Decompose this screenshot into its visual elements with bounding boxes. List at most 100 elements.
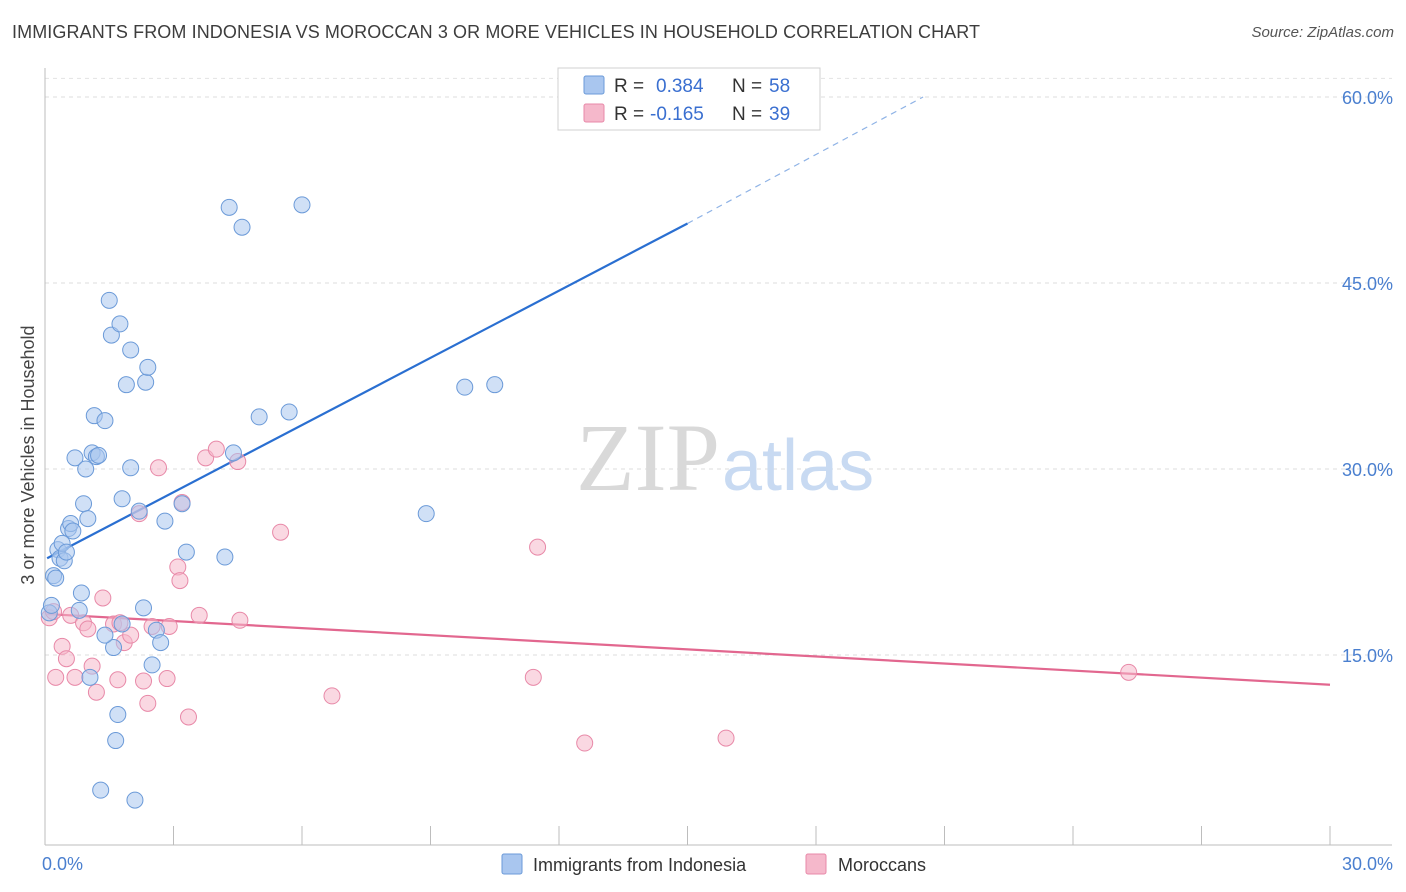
series-swatch-moroccan [805, 853, 827, 875]
point-indonesia [105, 639, 123, 657]
point-indonesia [90, 446, 108, 464]
point-indonesia [122, 459, 140, 477]
y-tick-label: 30.0% [1342, 460, 1393, 480]
point-indonesia [280, 403, 298, 421]
trend-line-indonesia-extension [687, 96, 924, 225]
gridlines [45, 77, 1392, 656]
y-tick-label: 15.0% [1342, 646, 1393, 666]
legend-n-label-moroccan: N = [732, 104, 762, 125]
series-swatch-indonesia [501, 853, 523, 875]
legend-n-value-moroccan: 39 [769, 104, 790, 125]
point-moroccan [79, 620, 97, 638]
point-indonesia [92, 781, 110, 799]
point-indonesia [224, 444, 242, 462]
tick-labels: 15.0% 30.0% 45.0% 60.0% 0.0% 30.0% [42, 88, 1393, 874]
x-tick-label-max: 30.0% [1342, 854, 1393, 874]
legend-n-label-indonesia: N = [732, 76, 762, 97]
x-tick-label-min: 0.0% [42, 854, 83, 874]
point-moroccan [323, 687, 341, 705]
point-moroccan [272, 523, 290, 541]
legend-r-value-indonesia: 0.384 [656, 76, 704, 97]
chart-title: IMMIGRANTS FROM INDONESIA VS MOROCCAN 3 … [12, 22, 981, 42]
point-moroccan [94, 589, 112, 607]
point-indonesia [77, 460, 95, 478]
point-indonesia [64, 522, 82, 540]
point-moroccan [524, 668, 542, 686]
point-moroccan [529, 538, 547, 556]
point-indonesia [216, 548, 234, 566]
point-indonesia [96, 626, 114, 644]
point-indonesia [250, 408, 268, 426]
watermark-atlas: atlas [722, 426, 874, 506]
point-indonesia [293, 196, 311, 214]
point-indonesia [100, 291, 118, 309]
point-indonesia [135, 599, 153, 617]
point-indonesia [70, 601, 88, 619]
point-indonesia [75, 495, 93, 513]
y-axis-label: 3 or more Vehicles in Household [18, 325, 38, 584]
point-indonesia [109, 706, 127, 724]
watermark: ZIP atlas [576, 404, 874, 511]
point-moroccan [207, 440, 225, 458]
point-indonesia [417, 505, 435, 523]
point-moroccan [109, 671, 127, 689]
point-moroccan [150, 459, 168, 477]
trend-lines [46, 96, 1331, 686]
point-moroccan [66, 668, 84, 686]
legend-r-label-moroccan: R = [614, 104, 644, 125]
point-moroccan [87, 683, 105, 701]
point-moroccan [179, 708, 197, 726]
legend-swatch-moroccan [583, 103, 605, 123]
point-moroccan [1120, 663, 1138, 681]
legend-n-value-indonesia: 58 [769, 76, 790, 97]
point-indonesia [66, 449, 84, 467]
legend-r-value-moroccan: -0.165 [650, 104, 704, 125]
point-indonesia [137, 373, 155, 391]
axes [44, 68, 1392, 846]
point-indonesia [113, 490, 131, 508]
point-indonesia [96, 412, 114, 430]
source-credit: Source: ZipAtlas.com [1251, 24, 1394, 41]
point-indonesia [47, 569, 65, 587]
point-moroccan [57, 650, 75, 668]
point-indonesia [143, 656, 161, 674]
point-indonesia [42, 596, 60, 614]
point-indonesia [139, 358, 157, 376]
point-indonesia [111, 315, 129, 333]
point-moroccan [576, 734, 594, 752]
point-moroccan [717, 729, 735, 747]
legend-swatch-indonesia [583, 75, 605, 95]
watermark-zip: ZIP [576, 404, 720, 511]
point-moroccan [139, 694, 157, 712]
point-indonesia [152, 634, 170, 652]
point-indonesia [173, 495, 191, 513]
trend-line-moroccan [47, 612, 1331, 686]
point-moroccan [171, 572, 189, 590]
series-label-indonesia: Immigrants from Indonesia [533, 855, 747, 875]
y-tick-label: 60.0% [1342, 88, 1393, 108]
point-indonesia [113, 615, 131, 633]
point-moroccan [231, 611, 249, 629]
point-moroccan [47, 668, 65, 686]
legend-r-label-indonesia: R = [614, 76, 644, 97]
point-indonesia [81, 668, 99, 686]
series-legend: Immigrants from Indonesia Moroccans [501, 853, 926, 875]
point-moroccan [158, 670, 176, 688]
correlation-legend: R = 0.384 N = 58 R = -0.165 N = 39 [557, 67, 821, 131]
point-indonesia [72, 584, 90, 602]
point-indonesia [57, 543, 75, 561]
point-moroccan [135, 672, 153, 690]
point-indonesia [122, 341, 140, 359]
point-moroccan [190, 606, 208, 624]
point-indonesia [486, 376, 504, 394]
point-indonesia [107, 732, 125, 750]
point-indonesia [177, 543, 195, 561]
point-indonesia [456, 378, 474, 396]
point-indonesia [233, 218, 251, 236]
series-label-moroccan: Moroccans [838, 855, 926, 875]
point-indonesia [130, 502, 148, 520]
point-indonesia [220, 198, 238, 216]
trend-line-indonesia [46, 222, 689, 560]
data-points [40, 196, 1138, 809]
